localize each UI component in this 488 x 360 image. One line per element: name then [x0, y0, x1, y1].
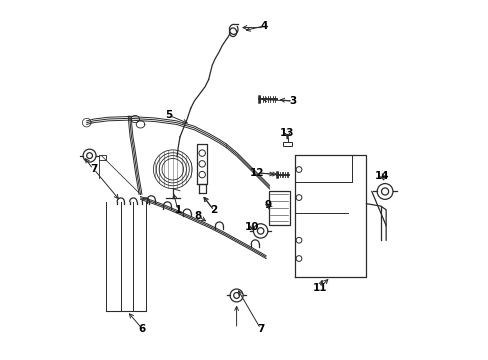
Text: 8: 8	[194, 211, 201, 221]
Text: 3: 3	[289, 96, 296, 106]
Text: 13: 13	[280, 129, 294, 138]
Circle shape	[286, 137, 288, 139]
Bar	[268, 191, 289, 225]
Text: 12: 12	[249, 168, 264, 178]
Text: 4: 4	[260, 21, 267, 31]
Text: 7: 7	[90, 164, 98, 174]
Text: 2: 2	[210, 206, 217, 216]
Text: 1: 1	[174, 206, 182, 216]
Text: 6: 6	[139, 324, 145, 334]
Bar	[283, 142, 291, 146]
Text: 10: 10	[244, 222, 258, 231]
Text: 7: 7	[256, 324, 264, 334]
Text: 14: 14	[374, 171, 389, 181]
Text: 5: 5	[165, 111, 172, 121]
Text: 11: 11	[312, 283, 326, 293]
Text: 9: 9	[264, 200, 271, 210]
